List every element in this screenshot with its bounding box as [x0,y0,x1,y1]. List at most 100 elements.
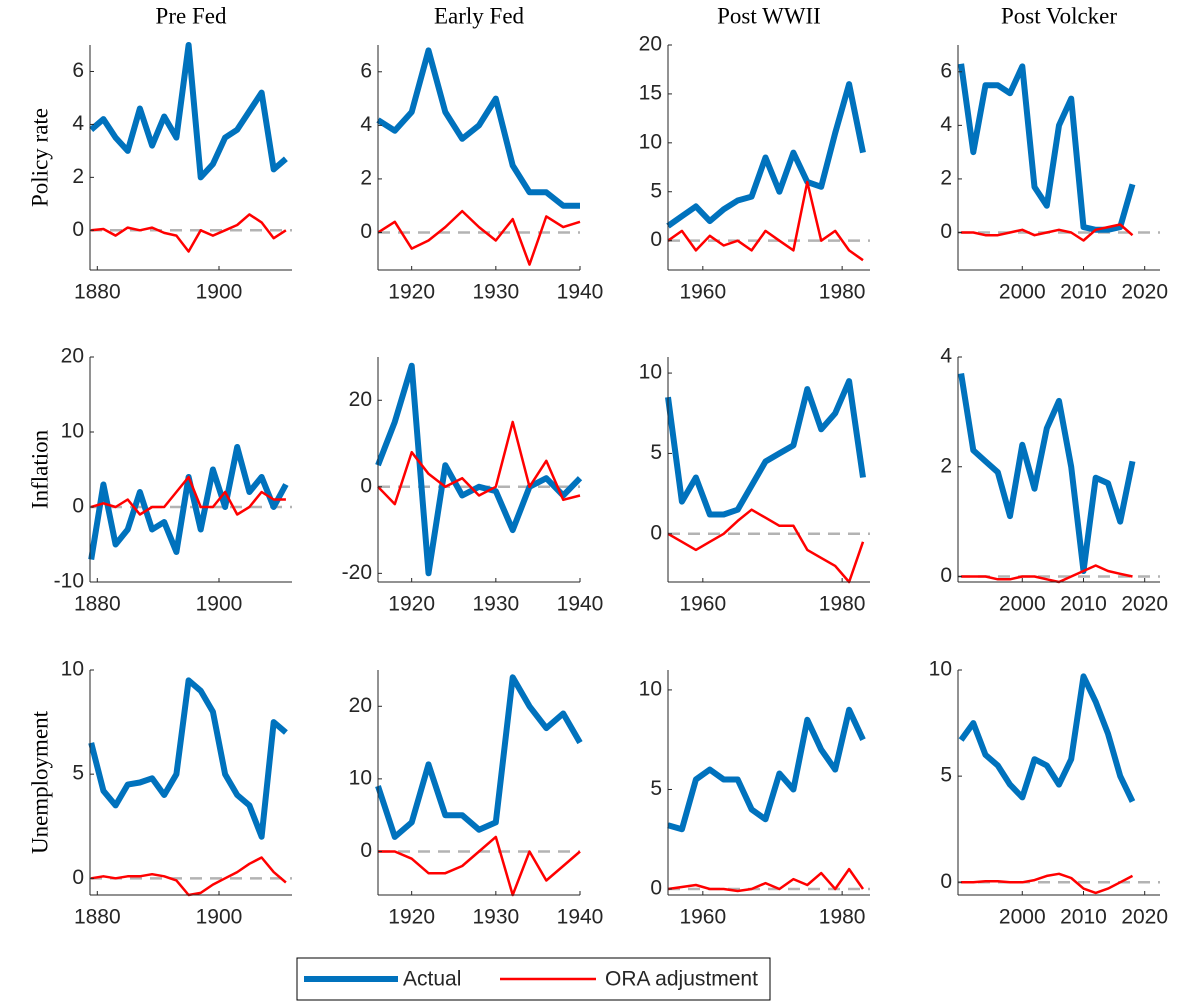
y-tick-label: 20 [349,694,372,717]
legend-label: Actual [403,968,461,991]
y-tick-label: 5 [940,764,952,787]
x-tick-label: 2000 [999,906,1046,929]
adjustment-line [377,209,581,266]
y-tick-label: 10 [61,420,84,443]
y-tick-label: 2 [940,166,952,189]
y-tick-label: 10 [929,658,952,681]
x-tick-label: 1980 [819,906,866,929]
x-tick-label: 1980 [819,281,866,304]
adjustment-line [961,564,1133,584]
y-tick-label: -20 [342,561,372,584]
x-tick-label: 1900 [196,281,243,304]
adjustment-line [91,213,287,253]
actual-line [88,677,288,840]
adjustment-line [667,867,865,893]
adjustment-line [667,180,864,262]
y-tick-label: 10 [639,130,662,153]
y-tick-label: 4 [360,113,372,136]
y-tick-label: 0 [360,474,372,497]
adjustment-line [961,872,1134,895]
y-tick-label: 6 [360,59,372,82]
actual-line [665,378,866,518]
y-tick-label: 15 [639,81,662,104]
adjustment-line [90,475,286,516]
adjustment-line [378,835,581,897]
x-tick-label: 2000 [999,281,1046,304]
column-title: Post Volcker [1001,3,1117,28]
y-tick-label: 6 [940,59,952,82]
y-tick-label: 0 [72,218,84,241]
legend-label: ORA adjustment [605,968,758,991]
x-tick-label: 2020 [1121,593,1168,616]
y-tick-label: 0 [360,220,372,243]
y-tick-label: 0 [72,866,84,889]
x-tick-label: 2010 [1060,906,1107,929]
actual-line [89,42,288,181]
y-tick-label: 20 [639,33,662,56]
x-tick-label: 1930 [472,593,519,616]
x-tick-label: 1980 [819,593,866,616]
y-tick-label: 0 [650,877,662,900]
x-tick-label: 2020 [1121,906,1168,929]
y-tick-label: 4 [940,345,952,368]
y-tick-label: -10 [54,570,84,593]
adjustment-line [90,856,287,897]
adjustment-line [961,223,1134,242]
actual-line [958,63,1136,233]
y-tick-label: 2 [360,166,372,189]
y-tick-label: 5 [650,179,662,202]
y-tick-label: 0 [72,495,84,518]
x-tick-label: 1960 [679,281,726,304]
actual-line [375,362,583,577]
x-tick-label: 2010 [1060,593,1107,616]
x-tick-label: 1920 [388,906,435,929]
actual-line [376,47,580,209]
x-tick-label: 1960 [679,593,726,616]
actual-line [958,673,1136,803]
column-title: Post WWII [717,3,821,28]
actual-line [375,674,583,840]
y-tick-label: 2 [72,165,84,188]
y-tick-label: 10 [61,658,84,681]
actual-line [667,706,866,833]
actual-line [958,373,1136,574]
y-tick-label: 5 [650,777,662,800]
x-tick-label: 1940 [557,906,604,929]
y-tick-label: 5 [650,441,662,464]
y-tick-label: 5 [72,762,84,785]
y-tick-label: 0 [940,870,952,893]
x-tick-label: 1880 [74,281,121,304]
x-tick-label: 1920 [388,593,435,616]
y-tick-label: 0 [650,228,662,251]
y-tick-label: 4 [940,113,952,136]
x-tick-label: 1920 [388,281,435,304]
row-label: Policy rate [27,108,52,207]
y-tick-label: 2 [940,454,952,477]
actual-line [666,81,866,229]
x-tick-label: 2000 [999,593,1046,616]
y-tick-label: 10 [349,766,372,789]
x-tick-label: 2010 [1060,281,1107,304]
x-tick-label: 1930 [472,281,519,304]
x-tick-label: 1880 [74,906,121,929]
column-title: Pre Fed [156,3,227,28]
x-tick-label: 1880 [74,593,121,616]
y-tick-label: 6 [72,59,84,82]
y-tick-label: 0 [360,839,372,862]
y-tick-label: 20 [61,345,84,368]
adjustment-line [377,420,581,506]
x-tick-label: 1940 [557,281,604,304]
y-tick-label: 0 [940,564,952,587]
y-tick-label: 10 [639,361,662,384]
row-label: Unemployment [27,710,52,854]
adjustment-line [667,508,865,584]
y-tick-label: 0 [650,521,662,544]
x-tick-label: 2020 [1121,281,1168,304]
row-label: Inflation [27,429,52,509]
y-tick-label: 10 [639,677,662,700]
y-tick-label: 0 [940,220,952,243]
x-tick-label: 1900 [196,906,243,929]
x-tick-label: 1960 [679,906,726,929]
y-tick-label: 20 [349,388,372,411]
